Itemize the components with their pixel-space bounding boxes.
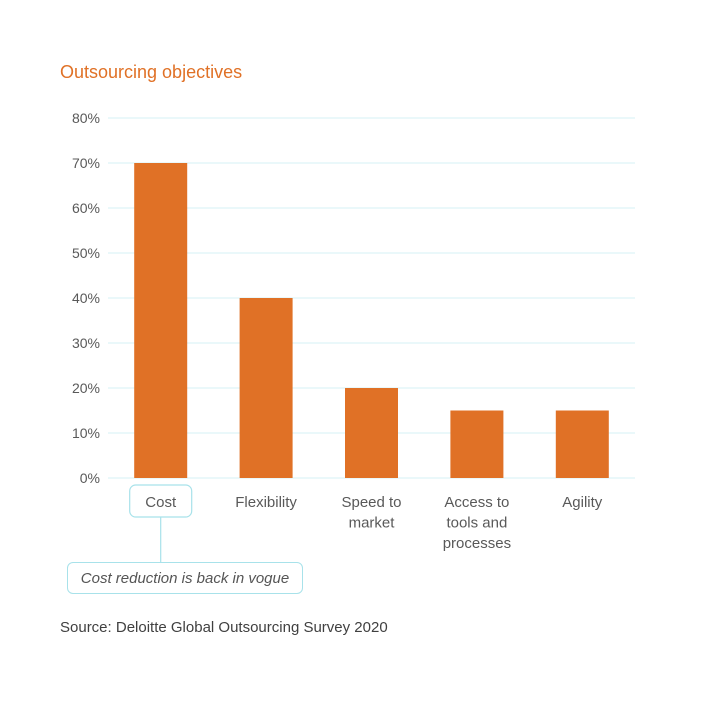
bar <box>134 163 188 478</box>
x-tick-label: Access to tools and processes <box>443 494 511 552</box>
source-note: Source: Deloitte Global Outsourcing Surv… <box>60 619 388 636</box>
x-tick-label: Flexibility <box>235 494 297 511</box>
y-tick-label: 30% <box>72 335 100 351</box>
bars <box>134 163 609 478</box>
y-tick-label: 10% <box>72 425 100 441</box>
y-tick-label: 80% <box>72 110 100 126</box>
y-tick-label: 40% <box>72 290 100 306</box>
x-tick-label: Agility <box>562 494 603 511</box>
bar <box>555 410 609 478</box>
y-tick-label: 0% <box>80 470 100 486</box>
y-tick-label: 50% <box>72 245 100 261</box>
y-tick-label: 60% <box>72 200 100 216</box>
y-tick-label: 70% <box>72 155 100 171</box>
x-axis-labels: Cost Flexibility Speed to market Access to to… <box>145 494 603 552</box>
y-axis-labels: 0% 10% 20% 30% 40% 50% 60% 70% 80% <box>72 110 100 486</box>
x-tick-label: Speed to market <box>341 494 401 532</box>
x-tick-label: Cost <box>145 494 177 511</box>
cost-highlight <box>129 484 193 562</box>
bar <box>450 410 504 478</box>
bar <box>345 388 398 478</box>
y-tick-label: 20% <box>72 380 100 396</box>
callout-annotation: Cost reduction is back in vogue <box>67 562 303 594</box>
bar <box>239 298 293 478</box>
chart-title: Outsourcing objectives <box>60 62 243 82</box>
